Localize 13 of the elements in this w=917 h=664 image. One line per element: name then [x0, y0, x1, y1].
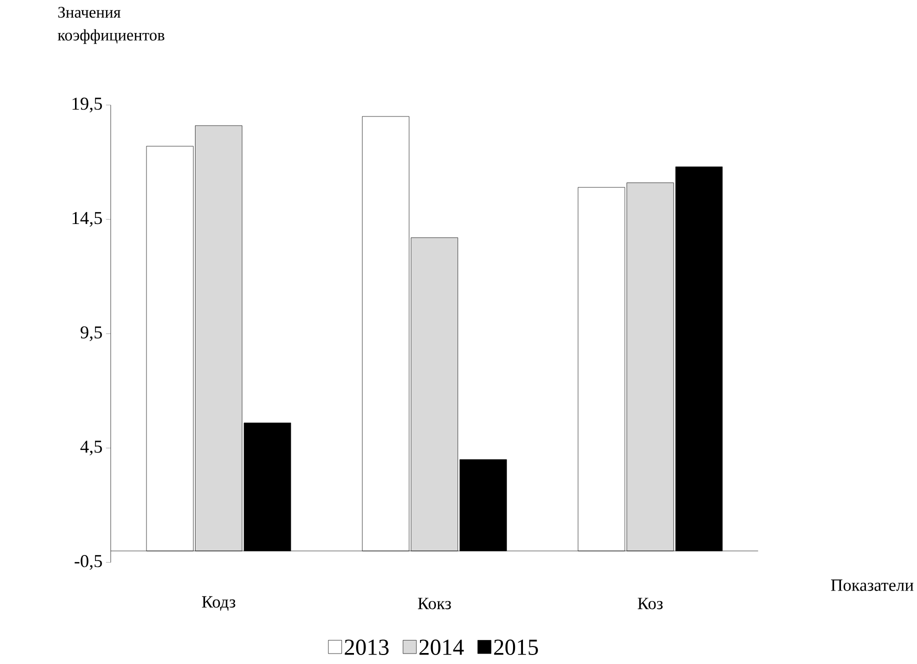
y-tick-label: 19,5 [72, 98, 102, 113]
legend-label: 2013 [344, 640, 389, 656]
x-tick-label: Кодз [202, 596, 236, 612]
x-tick-label: Кокз [418, 598, 451, 610]
y-axis-title: Значения коэффициентов [58, 7, 164, 44]
x-tick-label: Коз [638, 598, 663, 610]
legend-label: 2014 [419, 640, 464, 656]
y-tick-label: 14,5 [72, 212, 102, 227]
y-tick-label: 9,5 [80, 326, 102, 342]
y-tick-label: -0,5 [74, 555, 102, 570]
y-tick-label: 4,5 [80, 440, 102, 456]
legend-label: 2015 [494, 640, 538, 656]
x-axis-title: Показатели [831, 580, 914, 592]
